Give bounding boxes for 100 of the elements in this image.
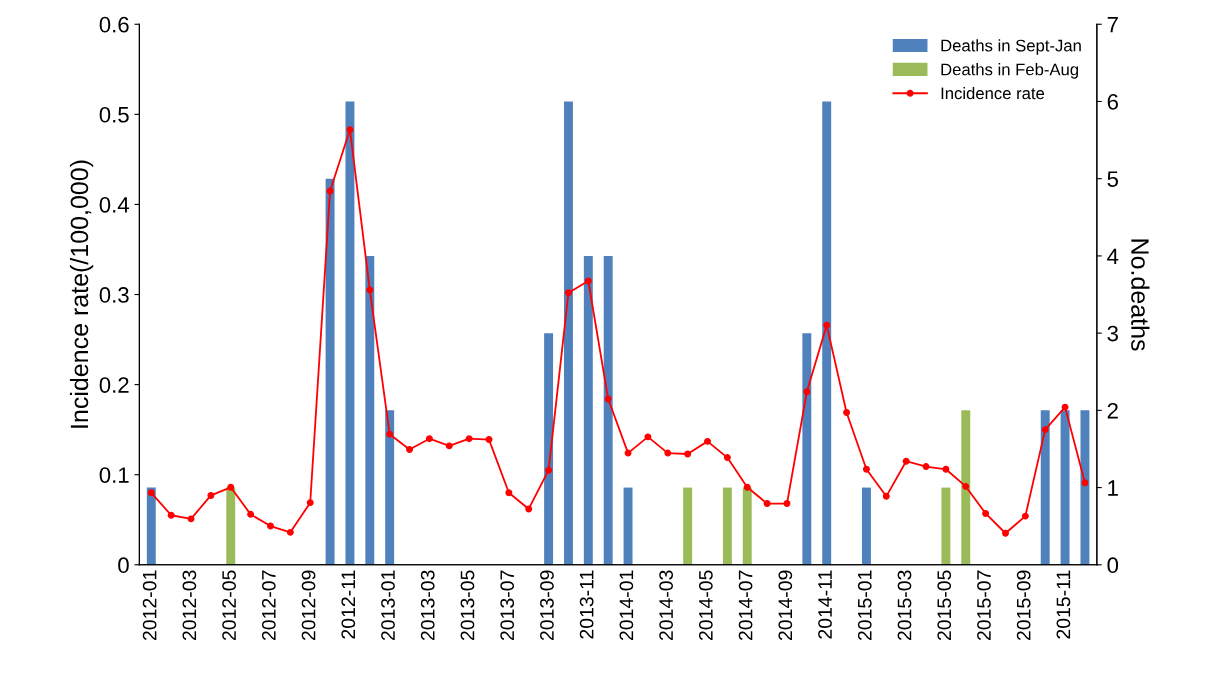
y-tick-label: 0.4 (99, 196, 130, 213)
point (763, 500, 771, 508)
x-tick-label: 2013-11 (579, 570, 594, 639)
point (207, 491, 215, 499)
point (1021, 512, 1029, 520)
point (882, 492, 890, 500)
point (843, 409, 851, 417)
bar (941, 487, 951, 565)
bar (1080, 410, 1090, 565)
point (584, 277, 592, 285)
y2-tick-label: 6 (1107, 94, 1118, 110)
point (664, 449, 672, 457)
point (942, 465, 950, 473)
x-tick-label: 2012-07 (261, 570, 276, 641)
point (723, 454, 731, 462)
point (267, 522, 274, 530)
bar (861, 487, 871, 565)
point (1081, 479, 1089, 487)
y2-tick-label: 1 (1108, 480, 1118, 496)
x-tick-label: 2015-09 (1016, 570, 1031, 641)
legend-label: Deaths in Sept-Jan (941, 39, 1081, 55)
bar (1060, 410, 1070, 565)
bar (583, 255, 593, 565)
bar (385, 410, 395, 565)
legend-label: Incidence rate (941, 86, 1045, 100)
point (366, 286, 374, 294)
point (564, 289, 572, 297)
y-tick-label: 0.6 (99, 16, 129, 33)
bar (722, 487, 732, 565)
legend-label: Deaths in Feb-Aug (941, 63, 1079, 79)
bar (742, 487, 752, 565)
x-tick-label: 2012-11 (341, 570, 356, 639)
point (862, 465, 870, 473)
x-tick-label: 2014-07 (738, 570, 753, 641)
bar (1040, 410, 1050, 565)
point (406, 446, 414, 453)
bar (325, 178, 335, 565)
y2-tick-label: 0 (1107, 557, 1119, 574)
point (187, 515, 195, 523)
x-tick-label: 2014-01 (619, 570, 634, 641)
point (386, 430, 394, 438)
y-axis-title: Incidence rate(/100,000) (69, 160, 94, 428)
point (167, 511, 175, 519)
point (445, 442, 453, 450)
x-tick-label: 2012-03 (182, 570, 197, 641)
y2-tick-label: 7 (1107, 17, 1118, 33)
point (247, 510, 255, 518)
bar (226, 487, 236, 565)
x-tick-label: 2012-05 (222, 570, 236, 641)
x-tick-label: 2014-03 (659, 570, 673, 641)
bar (365, 255, 375, 565)
x-tick-label: 2013-05 (460, 570, 475, 641)
point (147, 489, 155, 497)
point (346, 126, 354, 134)
bar (802, 333, 812, 565)
bar (563, 101, 573, 565)
point (227, 483, 235, 491)
point (1002, 529, 1009, 537)
point (545, 466, 553, 474)
point (803, 388, 811, 396)
x-tick-label: 2013-07 (500, 570, 515, 641)
x-tick-label: 2013-09 (540, 570, 554, 641)
x-tick-label: 2012-09 (301, 570, 316, 641)
bar (603, 255, 613, 565)
bar (544, 333, 554, 565)
point (962, 482, 970, 490)
x-tick-label: 2015-01 (857, 570, 872, 641)
y-tick-label: 0.5 (99, 106, 129, 123)
x-tick-label: 2015-07 (977, 570, 991, 641)
point (306, 499, 314, 507)
x-tick-label: 2014-09 (778, 570, 793, 641)
point (326, 187, 334, 195)
y2-axis-title: No.deaths (1131, 239, 1150, 351)
point (624, 449, 632, 457)
x-tick-label: 2015-05 (937, 570, 952, 641)
bar (345, 101, 355, 565)
bar (146, 487, 156, 565)
point (425, 435, 433, 443)
point (644, 433, 652, 441)
point (902, 457, 910, 465)
point (982, 509, 990, 517)
point (922, 463, 930, 471)
bar (683, 487, 693, 565)
x-tick-label: 2012-01 (142, 570, 157, 641)
point (485, 436, 493, 444)
x-tick-label: 2015-11 (1056, 570, 1071, 639)
bar (623, 487, 633, 565)
point (604, 395, 612, 403)
y2-tick-label: 4 (1107, 248, 1119, 264)
point (684, 450, 692, 458)
x-tick-label: 2014-05 (698, 570, 713, 641)
y2-tick-label: 3 (1107, 325, 1118, 342)
point (505, 489, 513, 497)
point (1061, 403, 1069, 411)
point (743, 483, 751, 491)
x-tick-label: 2013-03 (420, 570, 435, 641)
point (704, 437, 711, 445)
point (525, 505, 533, 513)
y2-tick-label: 5 (1107, 171, 1119, 187)
x-tick-label: 2015-03 (897, 570, 912, 641)
